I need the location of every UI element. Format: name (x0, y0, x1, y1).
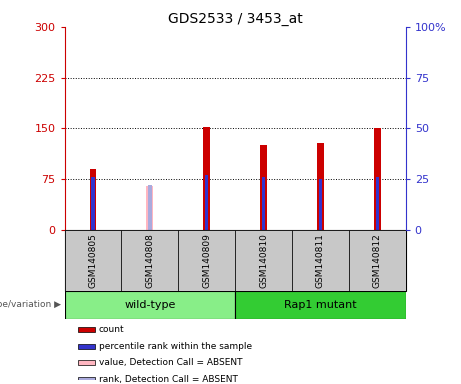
Text: count: count (99, 325, 124, 334)
Text: percentile rank within the sample: percentile rank within the sample (99, 342, 252, 351)
Bar (78, 327, 95, 332)
Text: rank, Detection Call = ABSENT: rank, Detection Call = ABSENT (99, 375, 237, 384)
Bar (65, 291, 235, 319)
Bar (147, 185, 153, 230)
Bar (89, 169, 96, 230)
Bar (148, 185, 152, 230)
Title: GDS2533 / 3453_at: GDS2533 / 3453_at (168, 12, 302, 26)
Bar (205, 175, 208, 230)
Bar (349, 230, 406, 291)
Bar (235, 230, 292, 291)
Text: GSM140805: GSM140805 (89, 233, 97, 288)
Bar (376, 177, 379, 230)
Text: GSM140809: GSM140809 (202, 233, 211, 288)
Bar (260, 145, 267, 230)
Text: wild-type: wild-type (124, 300, 176, 310)
Bar (235, 291, 406, 319)
Text: value, Detection Call = ABSENT: value, Detection Call = ABSENT (99, 358, 242, 367)
Bar (78, 361, 95, 366)
Text: Rap1 mutant: Rap1 mutant (284, 300, 357, 310)
Bar (292, 230, 349, 291)
Bar (319, 179, 322, 230)
Bar (65, 230, 121, 291)
Text: GSM140808: GSM140808 (145, 233, 154, 288)
Bar (78, 377, 95, 382)
Bar (203, 127, 210, 230)
Bar (121, 230, 178, 291)
Bar (78, 344, 95, 349)
Text: genotype/variation ▶: genotype/variation ▶ (0, 300, 61, 310)
Bar (317, 143, 324, 230)
Text: GSM140811: GSM140811 (316, 233, 325, 288)
Bar (178, 230, 235, 291)
Text: GSM140810: GSM140810 (259, 233, 268, 288)
Bar (262, 177, 265, 230)
Text: GSM140812: GSM140812 (373, 233, 382, 288)
Bar (91, 177, 95, 230)
Bar (374, 128, 381, 230)
